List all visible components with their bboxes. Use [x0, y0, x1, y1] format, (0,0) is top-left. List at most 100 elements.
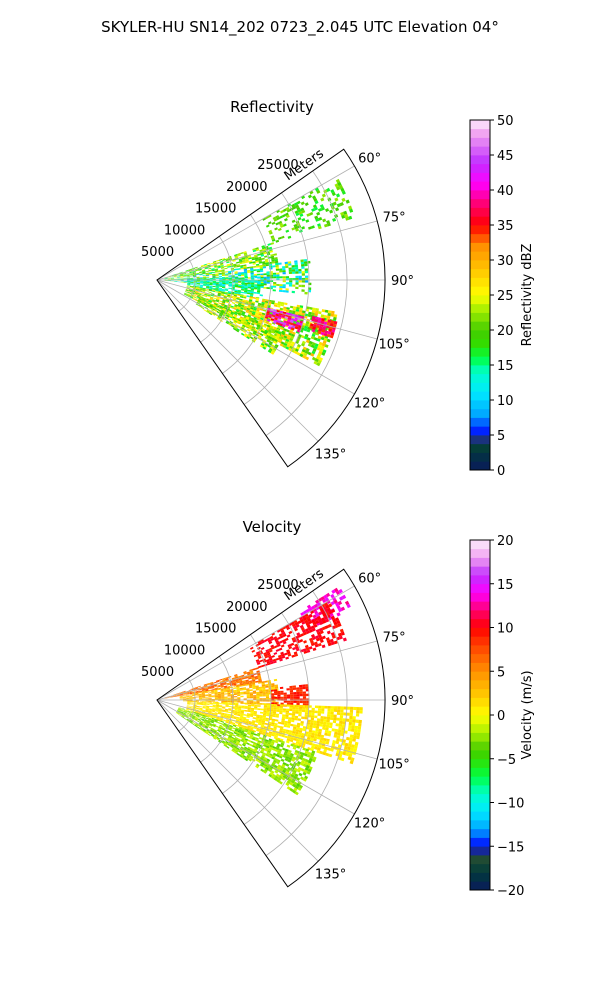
radar-cell: [228, 282, 233, 284]
radar-cell: [309, 727, 313, 731]
radar-cell: [194, 266, 198, 269]
radar-cell: [218, 710, 222, 712]
radar-cell: [241, 303, 245, 306]
radar-cell: [302, 703, 307, 706]
radar-cell: [190, 285, 194, 287]
radar-cell: [214, 734, 218, 737]
radar-cell: [221, 728, 225, 731]
radar-cell: [298, 275, 302, 278]
radar-cell: [271, 239, 276, 242]
radar-cell: [259, 268, 264, 271]
radar-cell: [266, 271, 270, 274]
radar-cell: [216, 736, 220, 740]
radar-cell: [249, 743, 253, 747]
radar-cell: [280, 644, 285, 648]
radar-cell: [237, 291, 241, 293]
radar-cell: [176, 694, 181, 696]
radar-cell: [215, 299, 220, 302]
radar-cell: [231, 323, 236, 327]
radar-cell: [282, 762, 287, 766]
radar-cell: [312, 614, 317, 619]
radar-cell: [245, 735, 250, 738]
radar-cell: [210, 682, 214, 685]
radar-cell: [321, 342, 326, 347]
radar-cell: [239, 299, 243, 302]
radar-cell: [266, 765, 270, 769]
radar-cell: [203, 701, 207, 703]
radar-cell: [210, 714, 214, 717]
radar-cell: [253, 308, 257, 311]
radar-cell: [285, 309, 290, 312]
radar-cell: [265, 694, 270, 697]
radar-cell: [201, 688, 205, 690]
radar-cell: [224, 293, 228, 295]
radar-cell: [218, 269, 222, 272]
radar-cell: [200, 720, 204, 723]
radar-cell: [262, 339, 267, 343]
radar-cell: [329, 722, 333, 726]
radar-cell: [257, 282, 261, 285]
radar-cell: [192, 297, 196, 300]
radar-cell: [265, 314, 269, 318]
radar-cell: [294, 226, 299, 230]
radar-cell: [238, 259, 243, 262]
radar-cell: [289, 787, 294, 792]
radar-cell: [238, 278, 242, 280]
radar-cell: [294, 717, 298, 721]
radar-cell: [275, 262, 279, 266]
radar-cell: [300, 612, 305, 616]
radar-cell: [282, 728, 287, 732]
radar-cell: [281, 764, 286, 768]
radar-cell: [204, 719, 208, 721]
radar-cell: [217, 266, 221, 269]
radar-cell: [198, 290, 203, 292]
radar-cell: [279, 767, 284, 772]
radar-cell: [246, 714, 250, 717]
radar-cell: [176, 274, 181, 276]
radar-cell: [206, 285, 210, 287]
radar-cell: [294, 260, 298, 263]
radar-cell: [245, 728, 249, 732]
radar-cell: [186, 696, 190, 698]
radar-cell: [276, 320, 281, 324]
radar-cell: [270, 695, 275, 697]
radar-cell: [264, 739, 269, 742]
radar-cell: [288, 757, 293, 761]
radar-cell: [189, 692, 193, 694]
radar-cell: [189, 696, 193, 698]
radar-cell: [225, 740, 229, 744]
radar-cell: [189, 692, 193, 694]
radar-cell: [296, 632, 301, 636]
radar-cell: [248, 736, 253, 740]
radar-cell: [195, 270, 199, 272]
radar-cell: [268, 746, 273, 750]
radar-cell: [265, 264, 269, 267]
radar-cell: [334, 731, 338, 735]
radar-cell: [325, 208, 330, 212]
radar-cell: [186, 275, 190, 277]
radar-cell: [282, 272, 286, 275]
radar-cell: [183, 694, 187, 696]
radar-cell: [240, 307, 244, 310]
radar-cell: [294, 733, 299, 737]
radar-cell: [296, 346, 300, 350]
radar-cell: [232, 748, 236, 752]
radar-cell: [220, 263, 224, 265]
radar-cell: [185, 269, 189, 272]
radar-cell: [202, 290, 206, 292]
radar-cell: [317, 744, 322, 749]
colorbar-segment: [470, 723, 490, 733]
radar-cell: [304, 644, 309, 649]
radar-cell: [225, 288, 229, 290]
radar-cell: [209, 304, 213, 307]
radar-cell: [319, 630, 324, 635]
radar-cell: [212, 304, 217, 308]
radar-cell: [327, 642, 332, 647]
radar-cell: [263, 757, 268, 761]
radar-cell: [314, 710, 318, 714]
radar-cell: [227, 293, 231, 296]
radar-cell: [265, 262, 269, 265]
radar-cell: [212, 307, 216, 310]
